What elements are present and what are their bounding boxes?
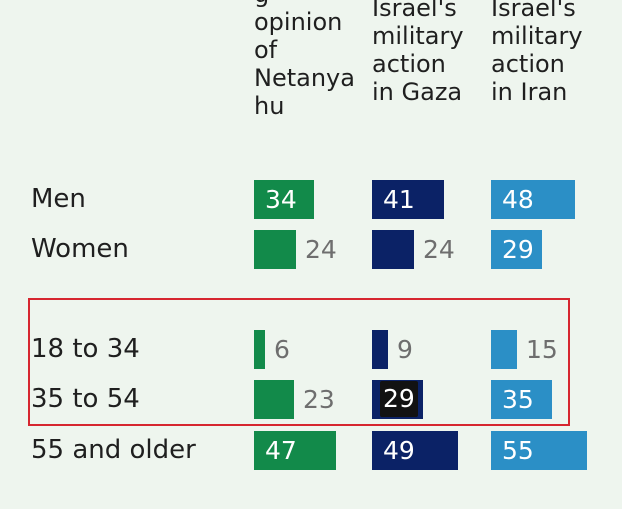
bar <box>372 230 414 269</box>
value-label: 41 <box>383 185 415 214</box>
bar <box>491 431 587 470</box>
bar <box>254 180 314 219</box>
value-label: 29 <box>502 235 534 264</box>
row-label: Men <box>31 184 86 214</box>
value-label: 49 <box>383 436 415 465</box>
value-label: 34 <box>265 185 297 214</box>
bar <box>372 431 458 470</box>
bar <box>491 230 542 269</box>
bar <box>491 180 575 219</box>
row-label: Women <box>31 234 129 264</box>
value-label: 55 <box>502 436 534 465</box>
value-label: 35 <box>502 385 534 414</box>
column-header-1: g opinion of Netanya hu <box>254 0 355 120</box>
value-label: 24 <box>423 235 455 264</box>
value-label: 24 <box>305 235 337 264</box>
highlight-box <box>28 298 570 426</box>
value-label: 47 <box>265 436 297 465</box>
value-label: 48 <box>502 185 534 214</box>
bar <box>254 330 265 369</box>
bar <box>254 230 296 269</box>
bar <box>372 180 444 219</box>
row-label: 18 to 34 <box>31 334 140 364</box>
bar <box>254 431 336 470</box>
value-label: 9 <box>397 335 413 364</box>
bar <box>372 330 388 369</box>
value-label: 6 <box>274 335 290 364</box>
value-label: 23 <box>303 385 335 414</box>
value-label: 29 <box>380 381 418 417</box>
bar <box>491 380 552 419</box>
row-label: 35 to 54 <box>31 384 140 414</box>
bar <box>254 380 294 419</box>
column-header-2: Israel's military action in Gaza <box>372 0 464 106</box>
bar <box>491 330 517 369</box>
value-label: 15 <box>526 335 558 364</box>
row-label: 55 and older <box>31 435 196 465</box>
column-header-3: Israel's military action in Iran <box>491 0 583 106</box>
